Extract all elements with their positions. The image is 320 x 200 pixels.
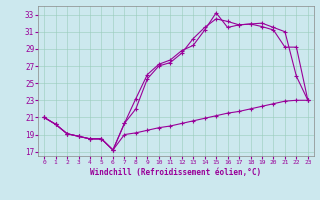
X-axis label: Windchill (Refroidissement éolien,°C): Windchill (Refroidissement éolien,°C) [91, 168, 261, 177]
